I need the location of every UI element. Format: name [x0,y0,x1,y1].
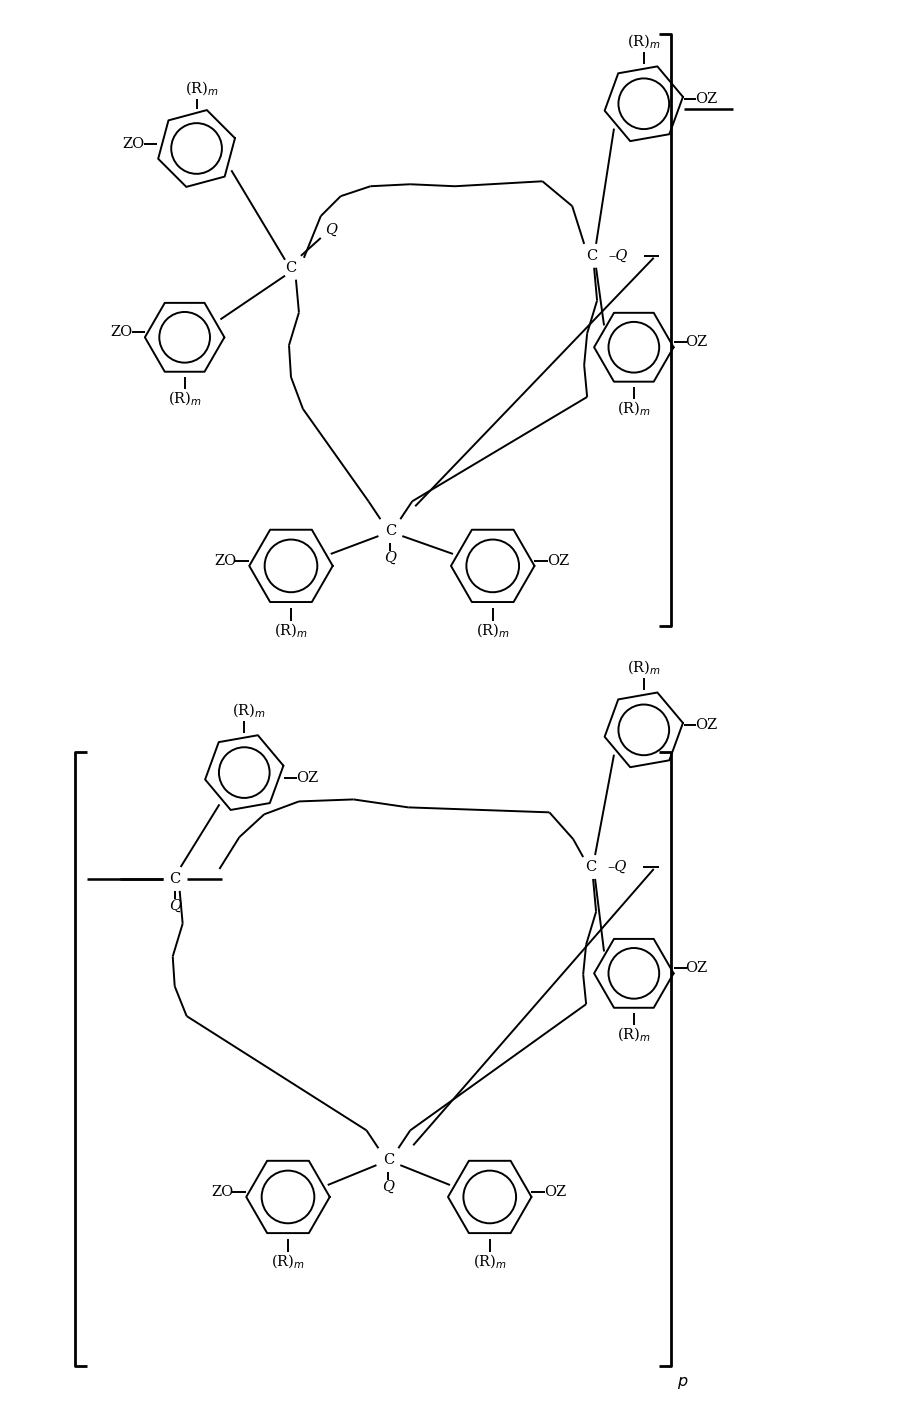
Text: Q: Q [383,1180,394,1194]
Text: ZO: ZO [123,136,145,150]
Text: C: C [383,1153,394,1167]
Text: ZO: ZO [214,553,236,567]
Text: OZ: OZ [685,335,708,350]
Text: OZ: OZ [548,553,569,567]
Text: (R)$_m$: (R)$_m$ [617,399,651,417]
Text: OZ: OZ [544,1184,567,1199]
Text: (R)$_m$: (R)$_m$ [168,389,201,408]
Text: (R)$_m$: (R)$_m$ [617,1026,651,1044]
Text: $p$: $p$ [676,1374,688,1391]
Text: –Q: –Q [608,249,628,263]
Text: ZO: ZO [110,325,133,340]
Text: C: C [286,260,296,275]
Text: –Q: –Q [607,860,627,874]
Text: C: C [169,872,180,886]
Text: C: C [384,524,396,538]
Text: Q: Q [384,550,396,565]
Text: (R)$_m$: (R)$_m$ [476,621,510,640]
Text: (R)$_m$: (R)$_m$ [185,79,218,98]
Text: (R)$_m$: (R)$_m$ [473,1252,506,1271]
Text: (R)$_m$: (R)$_m$ [274,621,308,640]
Text: (R)$_m$: (R)$_m$ [627,33,661,51]
Text: C: C [585,860,597,874]
Text: (R)$_m$: (R)$_m$ [233,702,266,720]
Text: (R)$_m$: (R)$_m$ [627,659,661,678]
Text: OZ: OZ [695,92,718,106]
Text: C: C [586,249,598,263]
Text: OZ: OZ [695,717,718,732]
Text: ZO: ZO [211,1184,233,1199]
Text: Q: Q [169,899,180,913]
Text: (R)$_m$: (R)$_m$ [271,1252,305,1271]
Text: OZ: OZ [296,771,318,784]
Text: Q: Q [325,224,337,236]
Text: OZ: OZ [685,961,708,975]
